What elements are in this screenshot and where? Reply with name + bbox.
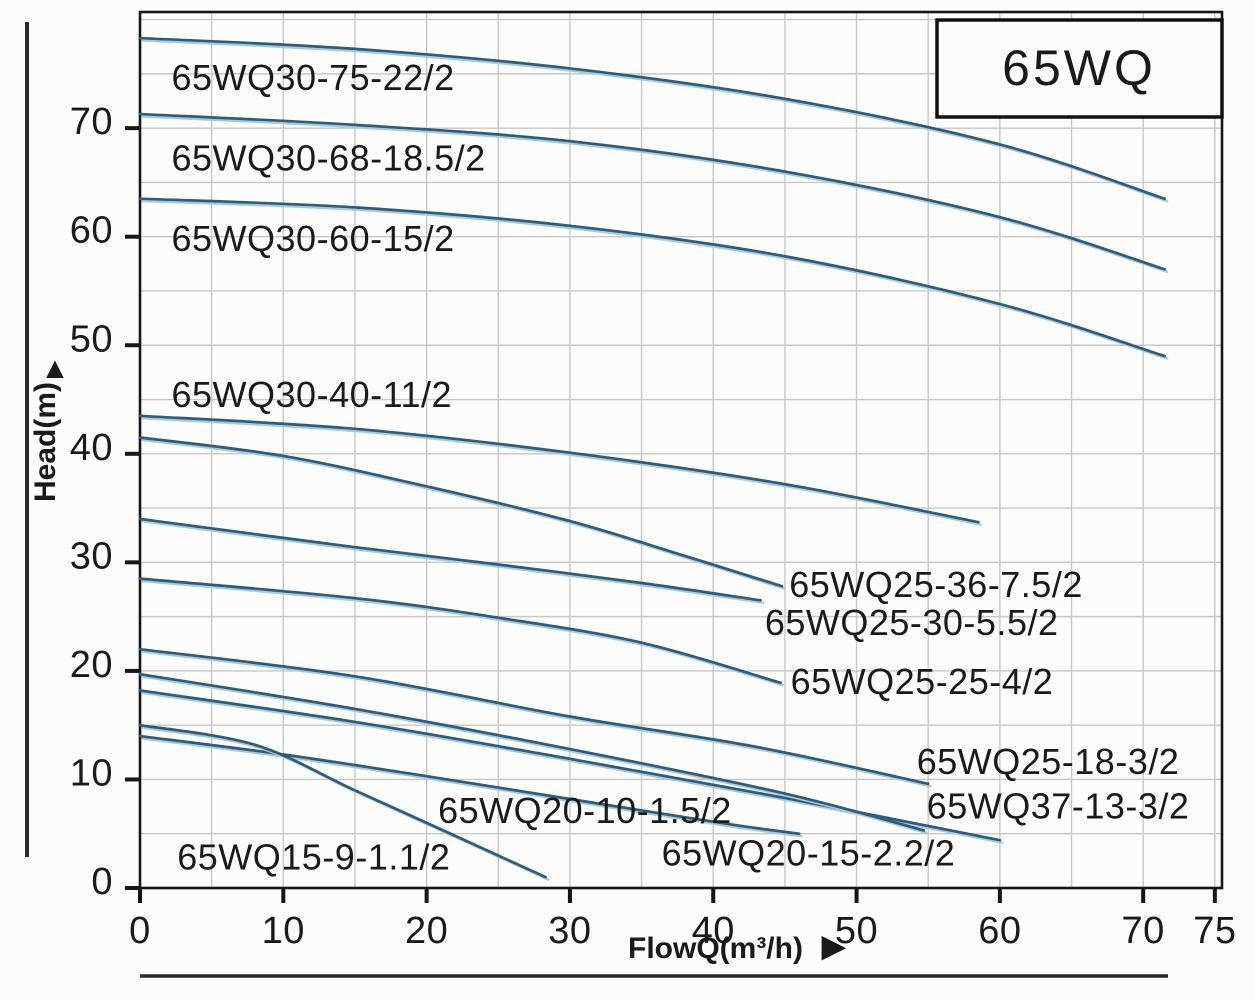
tick-layer: 0 10 20 30 40 50 60 70 75 0 10 20 30 40 50 60 70 [70, 101, 1236, 952]
y-tick-label: 20 [70, 644, 113, 686]
curve-shadow-65WQ25-36-7.5/2 [141, 438, 786, 590]
y-tick-label: 0 [91, 861, 113, 903]
curve-shadow-65WQ20-10-1.5/2 [141, 737, 803, 838]
curve-shadow-65WQ30-75-22/2 [141, 39, 1169, 203]
x-tick-label: 0 [129, 910, 151, 952]
x-tick-label: 40 [692, 910, 735, 952]
plot-frame [138, 10, 1224, 890]
curve-label-65WQ20-15-2.2/2: 65WQ20-15-2.2/2 [662, 832, 956, 873]
curve-label-65WQ25-36-7.5/2: 65WQ25-36-7.5/2 [789, 564, 1083, 605]
x-tick-label: 60 [978, 910, 1021, 952]
curve-65WQ25-25-4/2 [138, 577, 782, 685]
y-tick-label: 70 [70, 101, 113, 143]
curve-65WQ30-40-11/2 [138, 414, 980, 524]
curve-65WQ25-30-5.5/2 [138, 517, 762, 602]
x-tick-label: 75 [1193, 910, 1236, 952]
curve-65WQ30-75-22/2 [138, 36, 1167, 201]
y-axis-title: Head(m) [29, 382, 62, 502]
x-tick-label: 10 [262, 910, 305, 952]
curve-shadow-65WQ25-18-3/2 [141, 650, 932, 788]
curve-label-65WQ30-60-15/2: 65WQ30-60-15/2 [172, 218, 455, 259]
curve-shadow-65WQ30-40-11/2 [141, 417, 982, 526]
curve-65WQ25-18-3/2 [138, 647, 930, 786]
curve-label-65WQ15-9-1.1/2: 65WQ15-9-1.1/2 [177, 837, 450, 878]
x-tick-label: 20 [405, 910, 448, 952]
curve-65WQ20-15-2.2/2 [138, 672, 926, 832]
y-tick-label: 50 [70, 318, 113, 360]
curve-label-65WQ20-10-1.5/2: 65WQ20-10-1.5/2 [438, 790, 732, 831]
curve-shadow-65WQ30-68-18.5/2 [141, 115, 1169, 273]
curve-65WQ30-60-15/2 [138, 197, 1167, 358]
x-axis-arrow-icon: ▶ [821, 930, 847, 963]
y-tick-label: 60 [70, 210, 113, 252]
x-tick-label: 50 [835, 910, 878, 952]
grid-layer [140, 12, 1222, 888]
x-tick-label: 70 [1122, 910, 1165, 952]
curve-label-65WQ25-25-4/2: 65WQ25-25-4/2 [791, 661, 1054, 702]
chart-title: 65WQ [1002, 40, 1156, 96]
y-tick-label: 40 [70, 427, 113, 469]
curve-shadow-65WQ20-15-2.2/2 [141, 675, 928, 835]
curve-65WQ15-9-1.1/2 [138, 723, 547, 879]
x-axis-title: FlowQ(m³/h) [628, 932, 803, 965]
curve-label-layer: 65WQ30-75-22/2 65WQ30-68-18.5/2 65WQ30-60-… [172, 57, 1190, 878]
x-tick-label: 30 [548, 910, 591, 952]
curve-label-65WQ30-75-22/2: 65WQ30-75-22/2 [172, 57, 455, 98]
curve-shadow-65WQ25-30-5.5/2 [141, 520, 765, 604]
curve-shadow-65WQ30-60-15/2 [141, 200, 1169, 360]
curve-shadow-65WQ25-25-4/2 [141, 580, 785, 687]
curve-label-65WQ37-13-3/2: 65WQ37-13-3/2 [927, 786, 1190, 827]
curve-65WQ25-36-7.5/2 [138, 436, 784, 588]
title-box [935, 18, 1224, 119]
curve-65WQ30-68-18.5/2 [138, 112, 1167, 271]
curve-label-65WQ30-68-18.5/2: 65WQ30-68-18.5/2 [172, 138, 486, 179]
y-axis-arrow-icon: ▲ [40, 352, 70, 385]
y-tick-label: 30 [70, 535, 113, 577]
curve-label-65WQ25-30-5.5/2: 65WQ25-30-5.5/2 [765, 602, 1059, 643]
curve-65WQ20-10-1.5/2 [138, 734, 801, 836]
y-tick-label: 10 [70, 752, 113, 794]
curve-label-65WQ30-40-11/2: 65WQ30-40-11/2 [172, 374, 452, 415]
curve-layer [138, 36, 1169, 881]
curve-label-65WQ25-18-3/2: 65WQ25-18-3/2 [917, 741, 1180, 782]
